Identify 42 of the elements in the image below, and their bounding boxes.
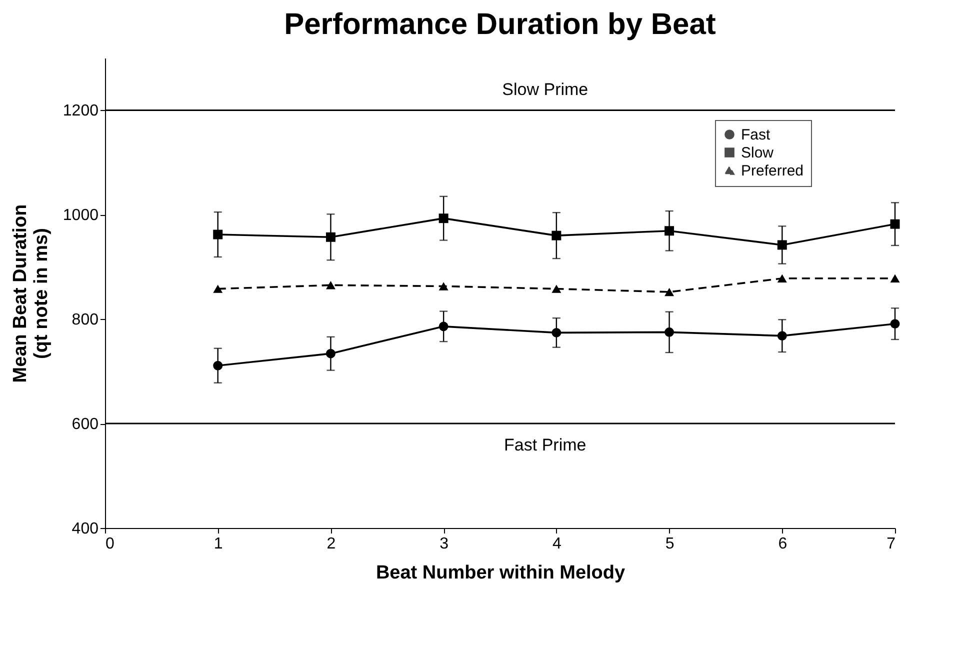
point: [664, 288, 674, 296]
x-axis-title: Beat Number within Melody: [376, 562, 626, 584]
point: [777, 274, 787, 282]
x-tick-label: 4: [552, 536, 562, 552]
point: [438, 322, 448, 332]
ref-line-label: Slow Prime: [502, 80, 588, 100]
point: [777, 240, 787, 250]
x-tick-label: 0: [106, 536, 114, 552]
point: [438, 214, 448, 224]
point: [213, 360, 223, 370]
y-tick-label: 1200: [62, 102, 99, 120]
point: [664, 226, 674, 236]
legend-label: Fast: [741, 126, 772, 144]
point: [326, 348, 336, 358]
x-tick-label: 3: [440, 536, 449, 552]
y-tick-label: 400: [72, 520, 99, 538]
point: [552, 284, 562, 293]
point: [552, 328, 562, 338]
legend-label: Slow: [741, 144, 774, 162]
y-tick-label: 1000: [62, 207, 99, 224]
point: [326, 281, 336, 290]
legend-label: Preferred: [741, 162, 804, 180]
point: [213, 284, 223, 293]
x-tick-label: 2: [326, 536, 336, 552]
point: [890, 319, 900, 329]
point: [213, 230, 223, 240]
x-tick-label: 5: [665, 536, 674, 552]
point: [890, 219, 900, 229]
point: [438, 282, 448, 290]
point: [777, 331, 787, 341]
y-tick-label: 800: [72, 312, 99, 329]
x-tick-label: 7: [886, 536, 896, 552]
chart-title: Performance Duration by Beat: [284, 8, 716, 41]
y-axis-title: Mean Beat Duration (qt note in ms): [10, 204, 52, 383]
x-tick-label: 1: [214, 536, 223, 552]
point: [664, 327, 674, 337]
ref-line-label: Fast Prime: [504, 436, 586, 455]
x-tick-label: 6: [778, 536, 788, 552]
point: [326, 232, 336, 242]
point: [552, 230, 562, 240]
point: [890, 274, 900, 282]
y-tick-label: 600: [72, 416, 99, 434]
